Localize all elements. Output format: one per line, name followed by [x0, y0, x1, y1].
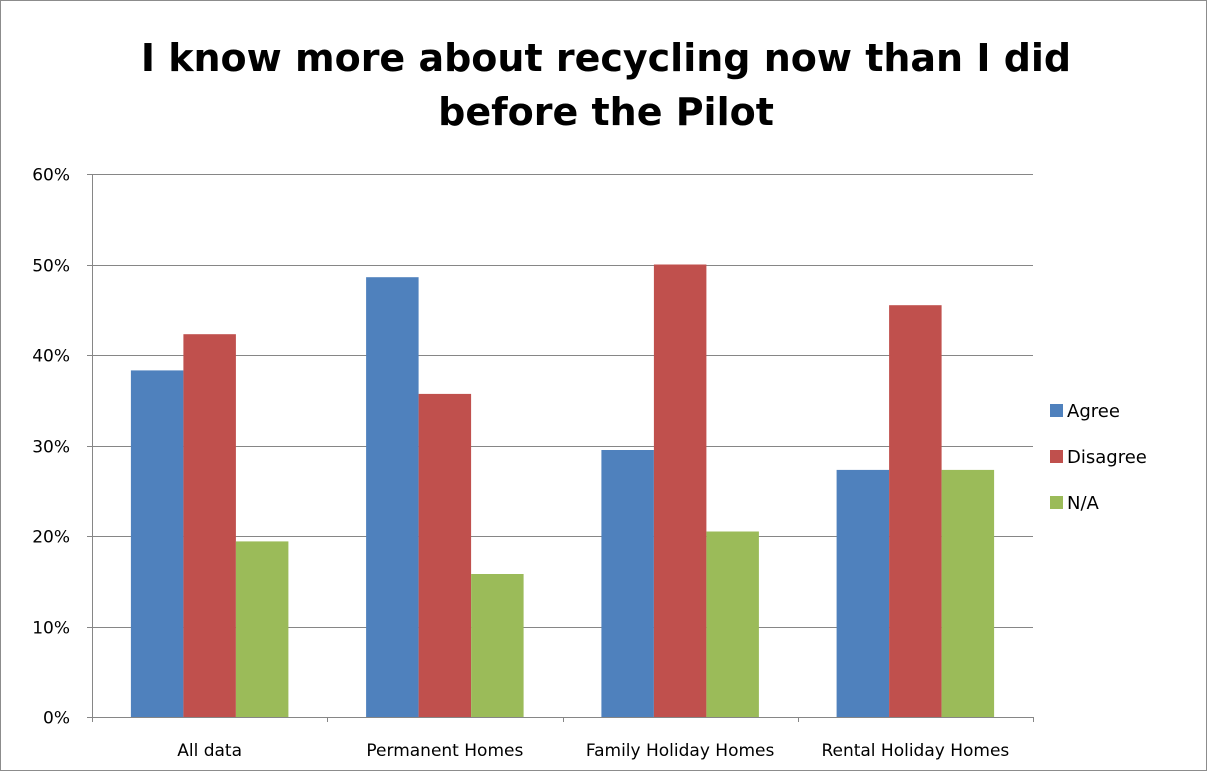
bar-disagree [653, 264, 707, 717]
bar-disagree [418, 393, 472, 717]
y-tick-label: 20% [32, 528, 70, 548]
legend-swatch-agree [1050, 404, 1063, 417]
y-tick-label: 40% [32, 347, 70, 367]
legend-swatch-n-a [1050, 496, 1063, 509]
bar-agree [366, 277, 419, 717]
bar-disagree [183, 334, 236, 717]
x-tick-label: Permanent Homes [366, 741, 523, 761]
bar-n-a [706, 531, 759, 717]
bar-agree [836, 469, 890, 717]
legend-label: Disagree [1067, 447, 1147, 468]
bar-n-a [471, 574, 524, 717]
bar-agree [130, 370, 184, 717]
y-tick-label: 10% [32, 619, 70, 639]
y-tick-label: 30% [32, 438, 70, 458]
chart-title: I know more about recycling now than I d… [140, 36, 1072, 134]
bar-disagree [889, 305, 942, 717]
legend-label: Agree [1067, 401, 1120, 422]
x-tick-label: All data [177, 741, 242, 761]
y-tick-label: 50% [32, 257, 70, 277]
legend-label: N/A [1067, 493, 1100, 514]
bar-n-a [941, 469, 995, 717]
legend-swatch-disagree [1050, 450, 1063, 463]
x-tick-label: Family Holiday Homes [586, 741, 775, 761]
bar-n-a [235, 541, 289, 717]
bar-agree [601, 450, 654, 717]
x-tick-label: Rental Holiday Homes [821, 741, 1009, 761]
y-tick-label: 60% [32, 166, 70, 186]
y-tick-label: 0% [43, 709, 70, 729]
